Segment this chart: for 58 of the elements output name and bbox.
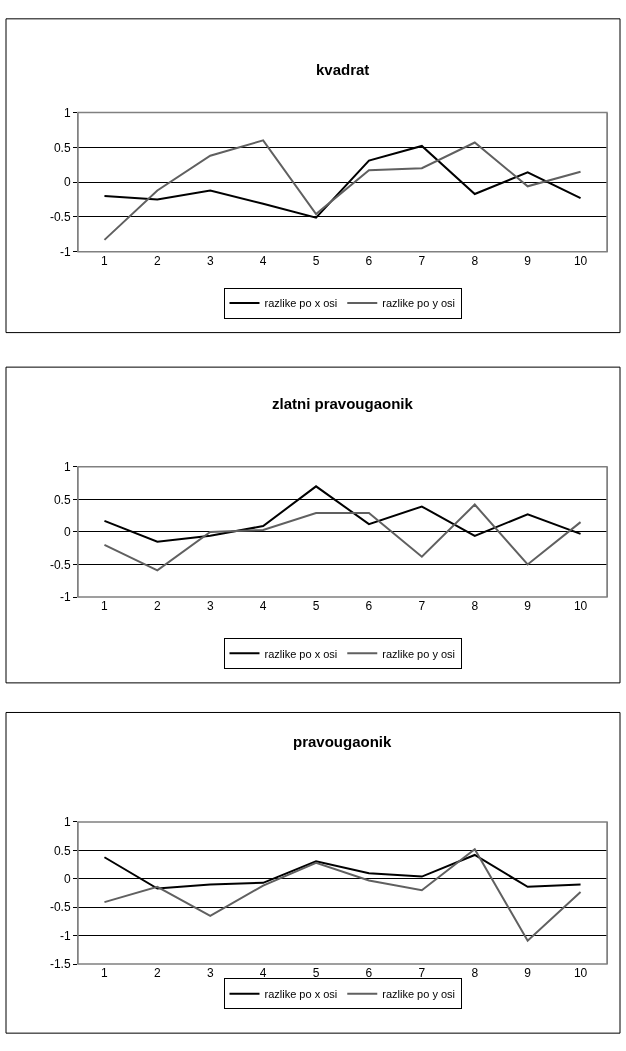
line-series xyxy=(103,848,582,942)
x-tick-label: 2 xyxy=(154,599,162,614)
x-tick-label: 3 xyxy=(206,253,214,268)
y-tick-label: 0 xyxy=(63,175,71,190)
legend-label: razlike po y osi xyxy=(382,987,456,1000)
x-tick-label: 7 xyxy=(418,966,426,981)
x-tick-label: 5 xyxy=(312,253,320,268)
x-tick-label: 1 xyxy=(101,966,109,981)
y-tick-label: -0.5 xyxy=(49,210,71,225)
y-tick-label: 0.5 xyxy=(53,843,71,858)
x-tick-label: 8 xyxy=(471,966,479,981)
x-tick-label: 10 xyxy=(573,599,588,614)
y-tick-label: 0 xyxy=(63,872,71,887)
legend-label: razlike po x osi xyxy=(264,297,338,310)
x-tick-label: 7 xyxy=(418,253,426,268)
x-tick-label: 4 xyxy=(259,253,267,268)
line-series xyxy=(103,503,582,572)
x-tick-label: 5 xyxy=(312,966,320,981)
x-tick-label: 4 xyxy=(259,599,267,614)
y-tick-label: 1 xyxy=(63,815,71,830)
x-tick-label: 7 xyxy=(418,599,426,614)
y-tick-label: -0.5 xyxy=(49,900,71,915)
x-tick-label: 10 xyxy=(573,966,588,981)
y-tick-label: 1 xyxy=(63,105,71,120)
x-tick-label: 2 xyxy=(154,966,162,981)
x-tick-label: 1 xyxy=(101,599,109,614)
line-series xyxy=(103,139,582,241)
x-tick-label: 10 xyxy=(573,253,588,268)
x-tick-label: 6 xyxy=(365,966,373,981)
y-tick-label: 0.5 xyxy=(53,140,71,155)
y-tick-label: -0.5 xyxy=(49,557,71,572)
chart-title: zlatni pravougaonik xyxy=(272,395,414,412)
legend-label: razlike po y osi xyxy=(382,647,456,660)
legend-label: razlike po x osi xyxy=(264,647,338,660)
x-tick-label: 1 xyxy=(101,253,109,268)
y-tick-label: 0.5 xyxy=(53,492,71,507)
x-tick-label: 9 xyxy=(524,253,532,268)
x-tick-label: 8 xyxy=(471,599,479,614)
chart-title: pravougaonik xyxy=(293,733,393,750)
x-tick-label: 5 xyxy=(312,599,320,614)
y-tick-label: -1 xyxy=(59,244,71,259)
x-tick-label: 8 xyxy=(471,253,479,268)
x-tick-label: 2 xyxy=(154,253,162,268)
x-tick-label: 3 xyxy=(206,966,214,981)
x-tick-label: 4 xyxy=(259,966,267,981)
y-tick-label: -1 xyxy=(59,590,71,605)
chart-title: kvadrat xyxy=(316,61,370,78)
x-tick-label: 9 xyxy=(524,599,532,614)
legend-label: razlike po y osi xyxy=(382,297,456,310)
x-tick-label: 6 xyxy=(365,253,373,268)
x-tick-label: 6 xyxy=(365,599,373,614)
y-tick-label: 1 xyxy=(63,459,71,474)
y-tick-label: -1 xyxy=(59,928,71,943)
y-tick-label: 0 xyxy=(63,525,71,540)
x-tick-label: 3 xyxy=(206,599,214,614)
x-tick-label: 9 xyxy=(524,966,532,981)
legend-label: razlike po x osi xyxy=(264,987,338,1000)
y-tick-label: -1.5 xyxy=(49,957,71,972)
